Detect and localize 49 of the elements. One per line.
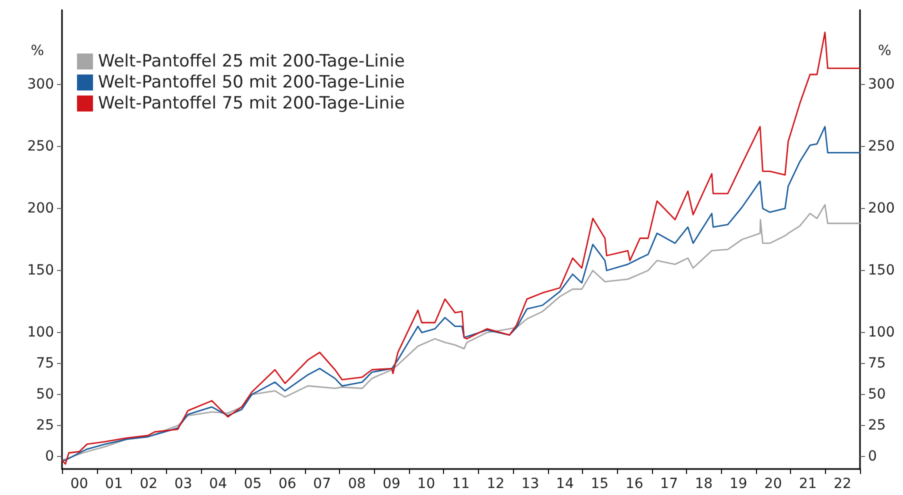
x-tick-label: 17 [660, 476, 678, 492]
legend-label: Welt-Pantoffel 25 mit 200-Tage-Linie [98, 52, 405, 72]
y-tick-label: 100 [27, 324, 54, 341]
x-tick-label: 09 [382, 476, 400, 492]
x-tick-label: 06 [278, 476, 296, 492]
y2-tick-label: 200 [868, 200, 895, 216]
x-tick-label: 22 [834, 476, 852, 492]
y2-tick-label: 150 [868, 262, 895, 279]
x-tick-label: 04 [209, 476, 228, 492]
y-tick-label: 200 [27, 200, 54, 216]
x-tick-label: 02 [140, 476, 158, 492]
x-tick-label: 13 [521, 476, 540, 492]
y2-tick-label: 100 [868, 324, 895, 341]
y-tick-label: 75 [36, 356, 54, 372]
x-tick-label: 11 [452, 476, 470, 492]
legend-label: Welt-Pantoffel 50 mit 200-Tage-Linie [98, 72, 405, 92]
y-axis-title: % [30, 43, 44, 59]
x-tick-label: 20 [764, 476, 782, 492]
y2-tick-label: 250 [868, 138, 895, 154]
x-tick-label: 08 [348, 476, 366, 492]
line-series [61, 126, 861, 462]
y-tick-label: 25 [36, 418, 54, 434]
x-tick-label: 03 [174, 476, 192, 492]
y2-tick-label: 0 [868, 448, 877, 465]
y-tick-label: 250 [27, 138, 54, 154]
y-tick-label: 150 [27, 262, 54, 279]
y-tick-label: 300 [27, 76, 54, 92]
x-tick-label: 12 [486, 476, 505, 492]
line-series [61, 204, 861, 462]
x-tick-label: 07 [313, 476, 331, 492]
y2-axis-title: % [878, 43, 892, 59]
x-tick-label: 16 [625, 476, 644, 492]
x-tick-label: 00 [70, 476, 88, 492]
x-tick-label: 05 [244, 476, 262, 492]
y-tick-label: 50 [36, 386, 54, 403]
legend-label: Welt-Pantoffel 75 mit 200-Tage-Linie [98, 94, 405, 114]
y2-tick-label: 75 [868, 356, 886, 372]
y2-tick-label: 300 [868, 76, 895, 92]
x-tick-label: 14 [556, 476, 574, 492]
y-tick-label: 0 [45, 448, 54, 465]
y2-tick-label: 25 [868, 418, 886, 434]
y2-tick-label: 50 [868, 386, 886, 403]
x-tick-label: 21 [798, 476, 817, 492]
x-tick-label: 15 [590, 476, 609, 492]
x-tick-label: 18 [694, 476, 713, 492]
x-tick-label: 10 [417, 476, 436, 492]
line-series [61, 32, 861, 465]
x-tick-label: 01 [105, 476, 123, 492]
x-tick-label: 19 [730, 476, 748, 492]
